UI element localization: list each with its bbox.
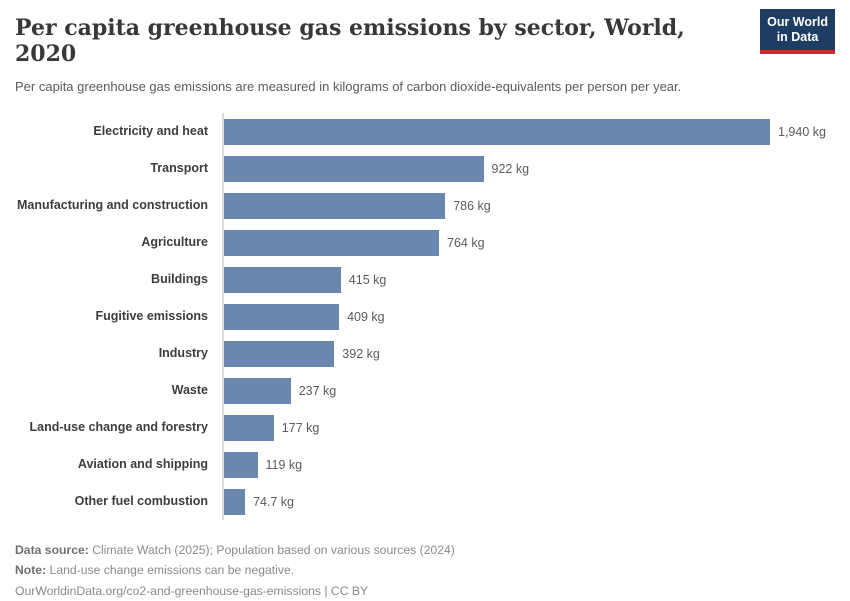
bar xyxy=(224,377,291,404)
chart-row: Buildings 415 kg xyxy=(15,261,835,299)
category-label: Electricity and heat xyxy=(93,123,208,138)
value-label: 177 kg xyxy=(281,420,320,435)
bar-area: 1,940 kg xyxy=(222,113,835,151)
bar xyxy=(224,451,258,478)
bar xyxy=(224,192,446,219)
chart-rows: Electricity and heat 1,940 kg Transport 922… xyxy=(15,113,835,521)
chart-row: Waste 237 kg xyxy=(15,372,835,410)
value-label: 786 kg xyxy=(453,198,491,213)
bar xyxy=(224,229,439,256)
bar-area: 786 kg xyxy=(222,187,835,225)
category-label: Waste xyxy=(171,382,208,397)
chart-title: Per capita greenhouse gas emissions by s… xyxy=(15,15,685,68)
bar xyxy=(224,303,340,330)
owid-logo: Our World in Data xyxy=(760,9,835,54)
category-label: Manufacturing and construction xyxy=(17,197,208,212)
chart-row: Fugitive emissions 409 kg xyxy=(15,298,835,336)
bar-area: 922 kg xyxy=(222,150,835,188)
chart-row: Agriculture 764 kg xyxy=(15,224,835,262)
category-label: Transport xyxy=(150,160,208,175)
value-label: 119 kg xyxy=(265,457,303,472)
chart-row: Land-use change and forestry 177 kg xyxy=(15,409,835,447)
category-label: Buildings xyxy=(151,271,208,286)
value-label: 237 kg xyxy=(298,383,337,398)
bar-area: 415 kg xyxy=(222,261,835,299)
value-label: 764 kg xyxy=(447,235,485,250)
footer: Data source: Climate Watch (2025); Popul… xyxy=(15,540,835,600)
bar xyxy=(224,118,770,145)
value-label: 74.7 kg xyxy=(253,494,295,509)
footer-attribution: OurWorldinData.org/co2-and-greenhouse-ga… xyxy=(15,583,369,598)
footer-note-text: Land-use change emissions can be negativ… xyxy=(46,563,295,578)
category-label: Land-use change and forestry xyxy=(29,419,208,434)
footer-source-text: Climate Watch (2025); Population based o… xyxy=(88,543,455,558)
category-label: Fugitive emissions xyxy=(95,308,208,323)
chart-row: Aviation and shipping 119 kg xyxy=(15,446,835,484)
bar xyxy=(224,488,245,515)
chart-row: Transport 922 kg xyxy=(15,150,835,188)
bar-area: 74.7 kg xyxy=(222,483,835,521)
bar xyxy=(224,414,274,441)
value-label: 392 kg xyxy=(342,346,380,361)
bar xyxy=(224,340,335,367)
bar xyxy=(224,155,484,182)
bar-chart: Electricity and heat 1,940 kg Transport 922… xyxy=(15,113,835,521)
value-label: 409 kg xyxy=(347,309,385,324)
value-label: 1,940 kg xyxy=(778,124,826,139)
bar-area: 237 kg xyxy=(222,372,835,410)
footer-source-label: Data source: xyxy=(15,543,89,558)
chart-row: Industry 392 kg xyxy=(15,335,835,373)
bar xyxy=(224,266,341,293)
category-label: Industry xyxy=(158,345,208,360)
bar-area: 177 kg xyxy=(222,409,835,447)
category-label: Agriculture xyxy=(141,234,208,249)
chart-row: Electricity and heat 1,940 kg xyxy=(15,113,835,151)
chart-row: Other fuel combustion 74.7 kg xyxy=(15,483,835,521)
owid-logo-line2: in Data xyxy=(776,30,819,45)
value-label: 922 kg xyxy=(491,161,530,176)
footer-note-line: Note: Land-use change emissions can be n… xyxy=(15,560,835,580)
category-label: Aviation and shipping xyxy=(77,456,208,471)
value-label: 415 kg xyxy=(348,272,387,287)
chart-subtitle: Per capita greenhouse gas emissions are … xyxy=(15,78,682,94)
category-label: Other fuel combustion xyxy=(74,493,208,508)
bar-area: 764 kg xyxy=(222,224,835,262)
bar-area: 409 kg xyxy=(222,298,835,336)
chart-row: Manufacturing and construction 786 kg xyxy=(15,187,835,225)
bar-area: 392 kg xyxy=(222,335,835,373)
footer-note-label: Note: xyxy=(15,563,47,578)
bar-area: 119 kg xyxy=(222,446,835,484)
owid-logo-line1: Our World xyxy=(767,15,828,29)
footer-source-line: Data source: Climate Watch (2025); Popul… xyxy=(15,540,835,560)
header: Per capita greenhouse gas emissions by s… xyxy=(15,9,835,96)
header-text-block: Per capita greenhouse gas emissions by s… xyxy=(15,12,740,96)
